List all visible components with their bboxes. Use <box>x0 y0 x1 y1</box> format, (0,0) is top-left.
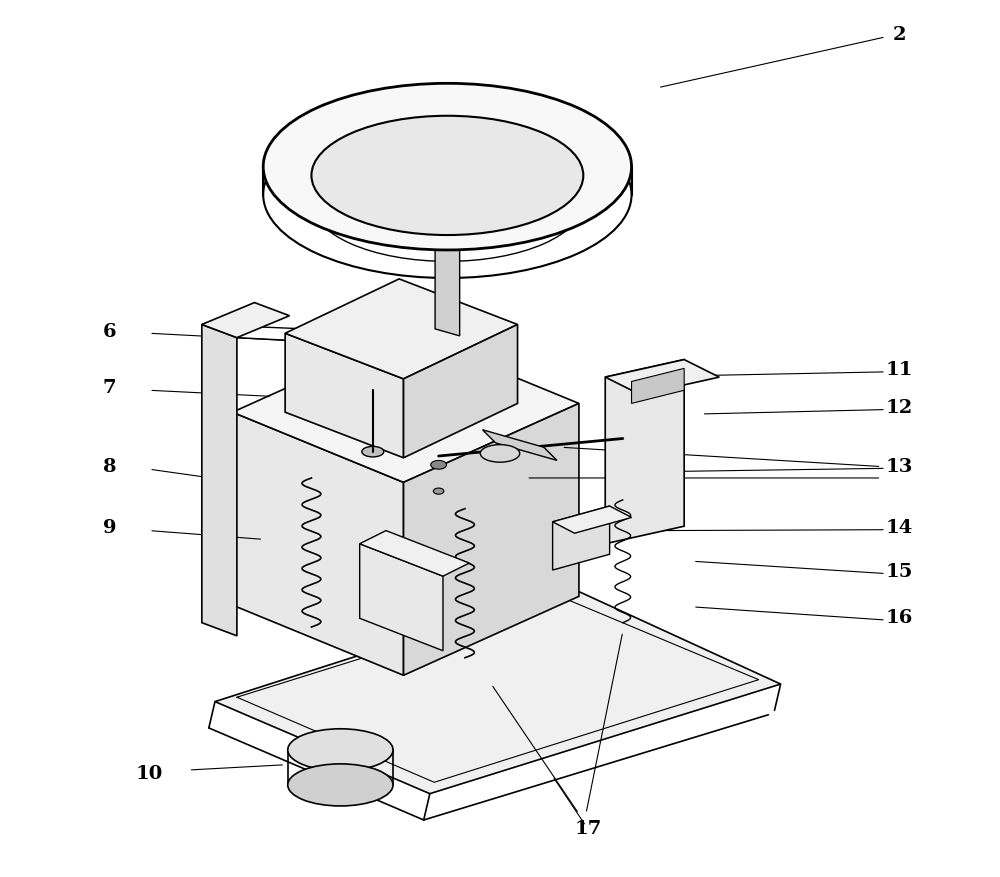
Polygon shape <box>285 333 404 458</box>
Ellipse shape <box>431 460 447 469</box>
Text: 9: 9 <box>103 519 116 537</box>
Text: 7: 7 <box>103 379 116 396</box>
Text: 6: 6 <box>103 323 117 340</box>
Text: 15: 15 <box>885 563 913 581</box>
Text: 14: 14 <box>885 519 913 537</box>
Ellipse shape <box>480 445 520 462</box>
Polygon shape <box>233 412 404 675</box>
Polygon shape <box>553 506 632 533</box>
Polygon shape <box>435 202 460 336</box>
Ellipse shape <box>311 116 583 235</box>
Text: 17: 17 <box>574 820 601 838</box>
Text: 8: 8 <box>103 458 116 475</box>
Polygon shape <box>202 303 290 338</box>
Ellipse shape <box>263 83 632 250</box>
Ellipse shape <box>433 488 444 495</box>
Polygon shape <box>285 279 518 379</box>
Polygon shape <box>360 544 443 651</box>
Polygon shape <box>360 531 469 576</box>
Polygon shape <box>553 506 610 570</box>
Polygon shape <box>404 324 518 458</box>
Text: 12: 12 <box>885 399 913 417</box>
Text: 16: 16 <box>885 610 913 627</box>
Polygon shape <box>482 430 557 460</box>
Text: 13: 13 <box>885 458 913 475</box>
Ellipse shape <box>288 764 393 806</box>
Polygon shape <box>215 588 781 794</box>
Polygon shape <box>233 333 579 482</box>
Ellipse shape <box>362 446 384 457</box>
Polygon shape <box>605 360 719 395</box>
Ellipse shape <box>288 729 393 771</box>
Polygon shape <box>605 360 684 544</box>
Polygon shape <box>404 403 579 675</box>
Polygon shape <box>632 368 684 403</box>
Text: 10: 10 <box>136 765 163 782</box>
Polygon shape <box>202 324 237 636</box>
Text: 2: 2 <box>892 26 906 44</box>
Text: 11: 11 <box>885 361 913 379</box>
